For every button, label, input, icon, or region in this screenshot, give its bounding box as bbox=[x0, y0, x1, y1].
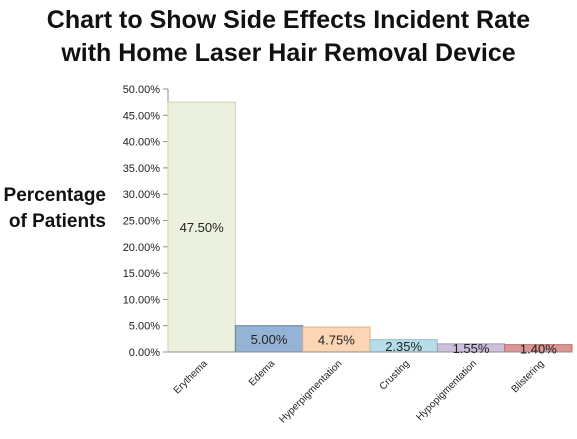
x-category-label: Blistering bbox=[510, 358, 547, 395]
y-tick-label: 10.00% bbox=[123, 294, 161, 306]
chart-title-line-1: Chart to Show Side Effects Incident Rate bbox=[46, 6, 531, 34]
data-label: 1.40% bbox=[520, 341, 557, 356]
y-tick-label: 45.00% bbox=[123, 110, 161, 122]
y-axis-title-line-1: Percentage bbox=[3, 185, 106, 206]
y-tick-label: 0.00% bbox=[129, 347, 160, 359]
y-tick-label: 40.00% bbox=[123, 137, 161, 149]
data-label: 1.55% bbox=[453, 341, 490, 356]
y-axis-title-line-2: of Patients bbox=[8, 211, 106, 232]
x-category-label: Edema bbox=[247, 358, 277, 388]
bar-erythema bbox=[167, 101, 236, 353]
y-tick-label: 30.00% bbox=[123, 189, 161, 201]
data-label: 47.50% bbox=[180, 220, 225, 235]
y-tick-label: 15.00% bbox=[123, 268, 161, 280]
y-tick-label: 5.00% bbox=[129, 321, 160, 333]
bar-edema bbox=[234, 325, 304, 353]
chart-title-line-2: with Home Laser Hair Removal Device bbox=[61, 39, 516, 67]
data-label: 4.75% bbox=[318, 333, 355, 348]
x-category-label: Crusting bbox=[378, 358, 412, 392]
x-category-label: Erythema bbox=[172, 358, 210, 396]
data-label: 5.00% bbox=[251, 332, 288, 347]
y-tick-label: 35.00% bbox=[123, 163, 161, 175]
chart-title: Chart to Show Side Effects Incident Rate… bbox=[0, 4, 577, 70]
y-tick-label: 25.00% bbox=[123, 216, 161, 228]
y-tick-label: 50.00% bbox=[123, 84, 161, 96]
y-tick-label: 20.00% bbox=[123, 242, 161, 254]
data-label: 2.35% bbox=[385, 339, 422, 354]
x-category-label: Hypopigmentation bbox=[414, 358, 479, 423]
x-category-label: Hyperpigmentation bbox=[277, 358, 344, 425]
y-axis-title: Percentage of Patients bbox=[2, 183, 106, 235]
